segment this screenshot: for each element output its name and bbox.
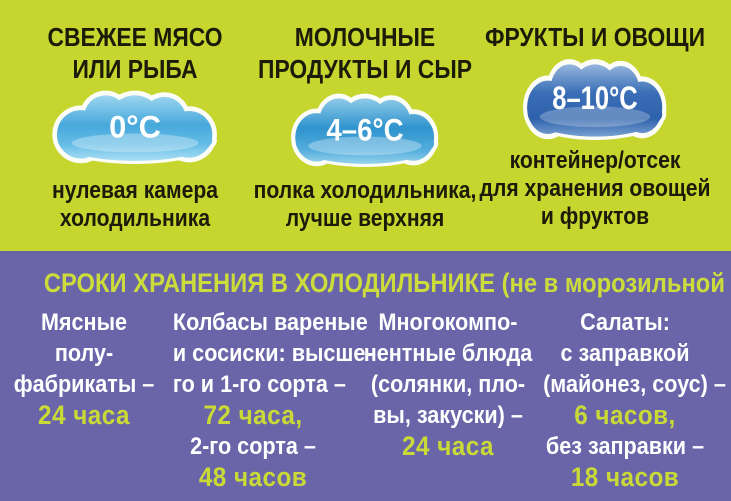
caption-line: нулевая камера: [51, 177, 219, 204]
caption-line: холодильника: [59, 205, 211, 232]
item-line: 2-го сорта –: [190, 433, 316, 460]
item-line: и сосиски: высше-: [172, 340, 373, 367]
section-title: СРОКИ ХРАНЕНИЯ В ХОЛОДИЛЬНИКЕ (не в моро…: [43, 268, 731, 298]
column-heading: ФРУКТЫ И ОВОЩИ: [472, 21, 718, 53]
cloud-icon: 4–6°C: [291, 93, 439, 167]
column-heading: СВЕЖЕЕ МЯСО ИЛИ РЫБА: [12, 21, 258, 85]
temperature-value: 4–6°C: [326, 113, 403, 148]
storage-item-boiled-sausages: Колбасы вареные и сосиски: высше- го и 1…: [172, 307, 373, 493]
item-time: 24 часа: [38, 400, 130, 430]
column-caption: контейнер/отсек для хранения овощей и фр…: [467, 147, 722, 231]
cloud-body: [295, 98, 435, 164]
cloud-body: [527, 64, 663, 137]
item-time: 48 часов: [198, 462, 308, 492]
caption-line: полка холодильника,: [253, 177, 477, 204]
item-time: 24 часа: [402, 431, 494, 461]
heading-line: СВЕЖЕЕ МЯСО: [47, 22, 223, 52]
item-line: без заправки –: [545, 433, 705, 460]
heading-line: МОЛОЧНЫЕ: [294, 22, 436, 52]
heading-line: ФРУКТЫ И ОВОЩИ: [484, 22, 706, 52]
temperature-value: 0°C: [109, 109, 161, 144]
item-line: Салаты:: [580, 309, 670, 336]
cloud-icon: 0°C: [52, 90, 217, 164]
column-heading: МОЛОЧНЫЕ ПРОДУКТЫ И СЫР: [242, 21, 488, 85]
column-fresh-meat-or-fish: СВЕЖЕЕ МЯСО ИЛИ РЫБА: [15, 0, 255, 251]
cloud-body: [56, 95, 213, 161]
item-line: (майонез, соус) –: [543, 371, 726, 398]
item-line: Мясные: [40, 309, 128, 336]
item-line: полу-: [54, 340, 114, 367]
storage-item-salads: Салаты: с заправкой (майонез, соус) – 6 …: [543, 307, 726, 493]
temperature-value: 8–10°C: [552, 80, 638, 117]
caption-line: и фруктов: [540, 203, 650, 230]
heading-line: ПРОДУКТЫ И СЫР: [258, 54, 472, 84]
item-line: Многокомпо-: [378, 309, 518, 336]
cloud-gloss: [308, 136, 422, 156]
caption-line: лучше верхняя: [285, 205, 445, 232]
caption-line: для хранения овощей: [479, 175, 711, 202]
cloud-gloss: [539, 106, 651, 128]
item-line: фабрикаты –: [13, 371, 155, 398]
column-caption: полка холодильника, лучше верхняя: [237, 177, 492, 233]
item-line: го и 1-го сорта –: [172, 371, 346, 398]
cloud-gloss: [71, 133, 199, 153]
storage-durations-section: СРОКИ ХРАНЕНИЯ В ХОЛОДИЛЬНИКЕ (не в моро…: [0, 251, 731, 501]
storage-temperatures-section: СВЕЖЕЕ МЯСО ИЛИ РЫБА: [0, 0, 731, 251]
item-line: с заправкой: [560, 340, 690, 367]
column-dairy-and-cheese: МОЛОЧНЫЕ ПРОДУКТЫ И СЫР: [245, 0, 485, 251]
column-caption: нулевая камера холодильника: [7, 177, 262, 233]
item-time: 6 часов,: [574, 400, 676, 430]
storage-item-meat-semifinished: Мясные полу- фабрикаты – 24 часа: [12, 307, 156, 431]
storage-item-multicomponent-dishes: Многокомпо- нентные блюда (солянки, пло-…: [362, 307, 535, 462]
item-time: 18 часов: [570, 462, 680, 492]
item-line: (солянки, пло-: [370, 371, 526, 398]
item-line: нентные блюда: [363, 340, 533, 367]
cloud-icon: 8–10°C: [523, 59, 667, 140]
item-line: вы, закуски) –: [373, 402, 523, 429]
heading-line: ИЛИ РЫБА: [72, 54, 198, 84]
caption-line: контейнер/отсек: [509, 147, 681, 174]
column-fruits-and-vegetables: ФРУКТЫ И ОВОЩИ: [475, 0, 715, 251]
item-line: Колбасы вареные: [172, 309, 368, 336]
item-time: 72 часа,: [203, 400, 303, 430]
